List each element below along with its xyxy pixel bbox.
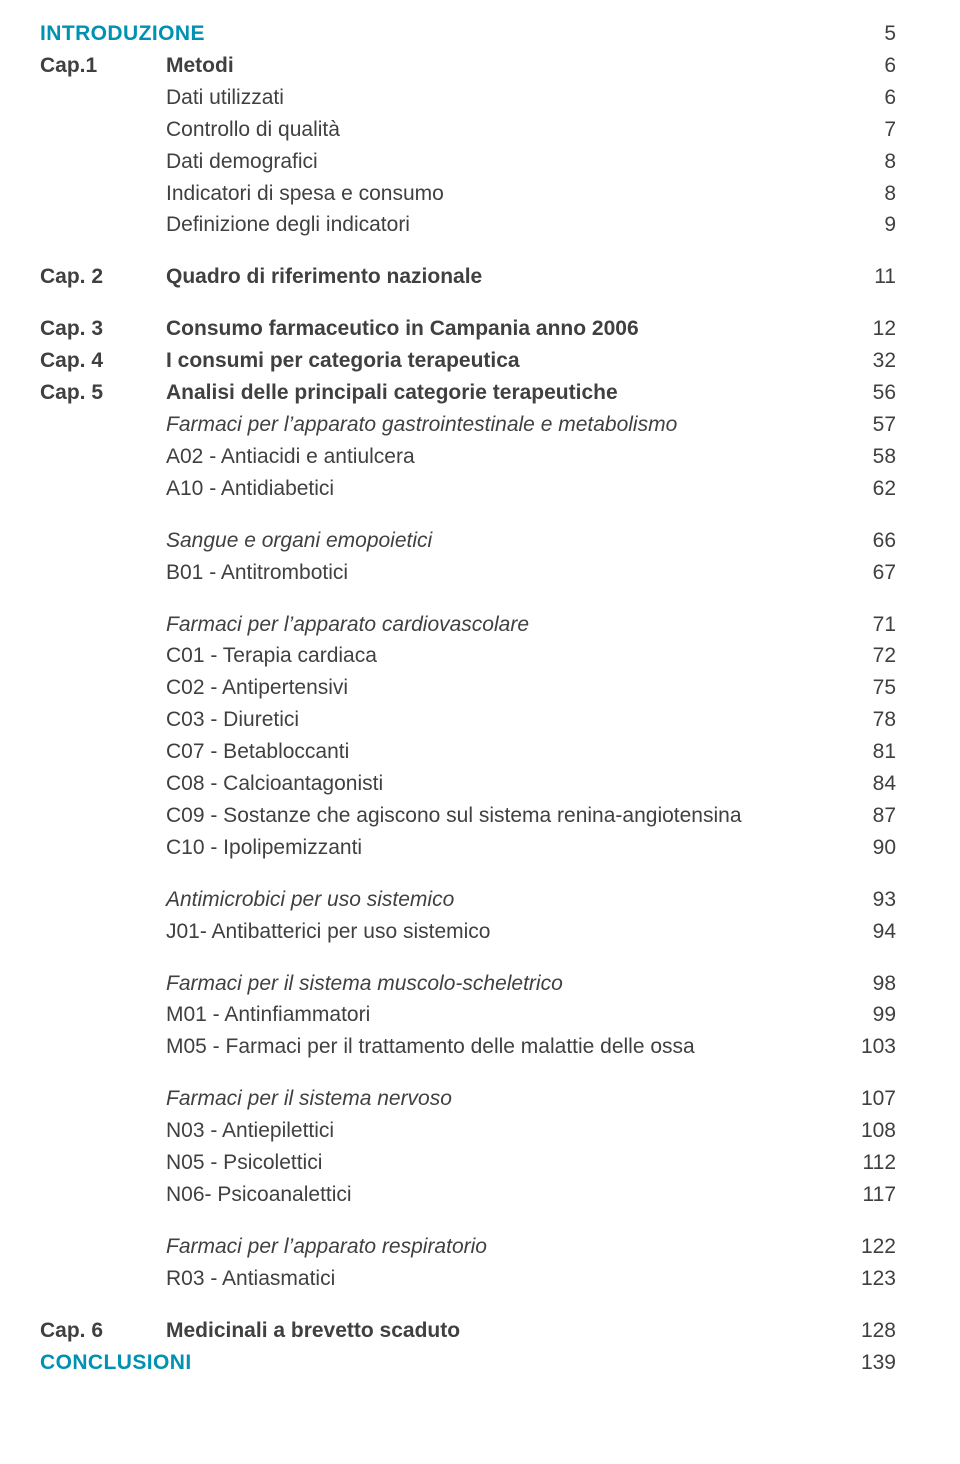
toc-entry: N06- Psicoanalettici [166,1179,836,1211]
toc-entry: M05 - Farmaci per il trattamento delle m… [166,1031,836,1063]
toc-intro-row: INTRODUZIONE 5 [40,18,896,50]
toc-entry: C01 - Terapia cardiaca [166,640,836,672]
cap1-label: Cap.1 [40,50,166,82]
toc-entry: A10 - Antidiabetici [166,473,836,505]
toc-entry: C02 - Antipertensivi [166,672,836,704]
cap3-row: Cap. 3 Consumo farmaceutico in Campania … [40,313,896,345]
intro-page: 5 [836,18,896,50]
cap1-title: Metodi [166,50,836,82]
section-heading: Farmaci per l’apparato cardiovascolare [166,609,836,641]
section-heading: Sangue e organi emopoietici [166,525,836,557]
toc-entry: C09 - Sostanze che agiscono sul sistema … [166,800,836,832]
conclusioni-row: CONCLUSIONI 139 [40,1347,896,1379]
cap5-row: Cap. 5 Analisi delle principali categori… [40,377,896,409]
toc-entry: Definizione degli indicatori [166,209,836,241]
cap4-row: Cap. 4 I consumi per categoria terapeuti… [40,345,896,377]
toc-entry: N05 - Psicolettici [166,1147,836,1179]
section-heading: Farmaci per l’apparato gastrointestinale… [166,409,836,441]
toc-entry: N03 - Antiepilettici [166,1115,836,1147]
sect-n: Farmaci per il sistema nervoso107 N03 - … [40,1083,896,1211]
section-heading: Antimicrobici per uso sistemico [166,884,836,916]
cap2-page: 11 [836,261,896,293]
toc-entry: A02 - Antiacidi e antiulcera [166,441,836,473]
cap2-label: Cap. 2 [40,261,166,293]
toc-entry: Dati demografici [166,146,836,178]
cap1-page: 6 [836,50,896,82]
sect-a: Farmaci per l’apparato gastrointestinale… [40,409,896,505]
conclusioni-label: CONCLUSIONI [40,1347,836,1379]
toc-entry: C03 - Diuretici [166,704,836,736]
toc-entry: C10 - Ipolipemizzanti [166,832,836,864]
cap6-row: Cap. 6 Medicinali a brevetto scaduto 128 [40,1315,896,1347]
cap2-row: Cap. 2 Quadro di riferimento nazionale 1… [40,261,896,293]
cap2-title: Quadro di riferimento nazionale [166,261,836,293]
sect-c: Farmaci per l’apparato cardiovascolare71… [40,609,896,864]
toc-entry: R03 - Antiasmatici [166,1263,836,1295]
section-heading: Farmaci per il sistema nervoso [166,1083,836,1115]
toc-entry: J01- Antibatterici per uso sistemico [166,916,836,948]
cap1-row: Cap.1 Metodi 6 [40,50,896,82]
toc-entry: C07 - Betabloccanti [166,736,836,768]
sect-m: Farmaci per il sistema muscolo-scheletri… [40,968,896,1064]
cap1-items: Dati utilizzati6 Controllo di qualità7 D… [40,82,896,242]
section-heading: Farmaci per l’apparato respiratorio [166,1231,836,1263]
sect-j: Antimicrobici per uso sistemico93 J01- A… [40,884,896,948]
sect-b: Sangue e organi emopoietici66 B01 - Anti… [40,525,896,589]
toc-entry: C08 - Calcioantagonisti [166,768,836,800]
sect-r: Farmaci per l’apparato respiratorio122 R… [40,1231,896,1295]
section-heading: Farmaci per il sistema muscolo-scheletri… [166,968,836,1000]
toc-entry: Indicatori di spesa e consumo [166,178,836,210]
toc-entry: B01 - Antitrombotici [166,557,836,589]
toc-entry: M01 - Antinfiammatori [166,999,836,1031]
toc-entry: Controllo di qualità [166,114,836,146]
intro-label: INTRODUZIONE [40,18,836,50]
toc-entry: Dati utilizzati [166,82,836,114]
